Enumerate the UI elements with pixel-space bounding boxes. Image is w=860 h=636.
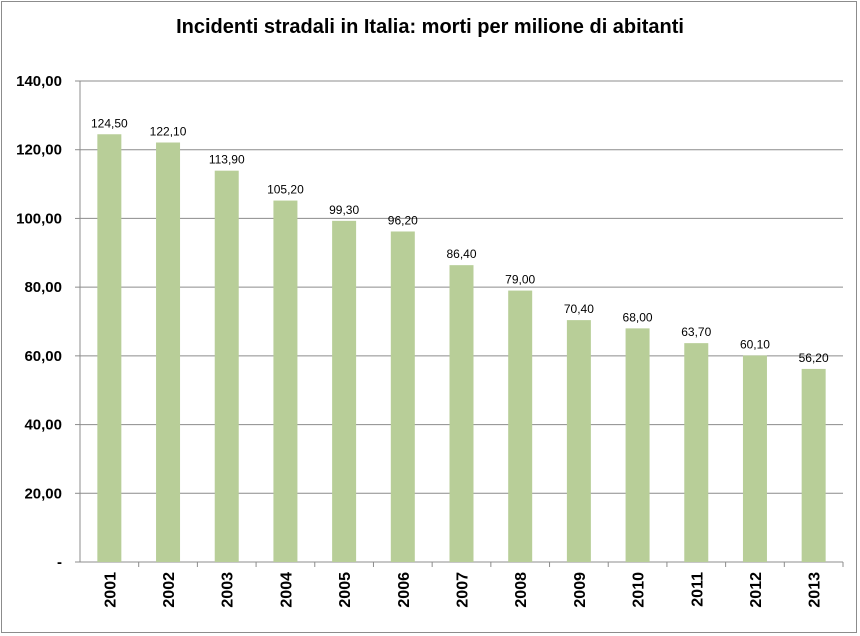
data-label: 56,20 bbox=[799, 351, 829, 365]
bar bbox=[390, 231, 415, 562]
data-label: 99,30 bbox=[329, 203, 359, 217]
x-tick-label: 2006 bbox=[396, 572, 413, 608]
x-tick-label: 2005 bbox=[337, 572, 354, 608]
data-label: 63,70 bbox=[681, 325, 711, 339]
bar bbox=[566, 320, 591, 562]
bar bbox=[508, 290, 533, 562]
bar bbox=[801, 368, 826, 562]
x-tick-label: 2011 bbox=[689, 572, 706, 607]
data-label: 86,40 bbox=[446, 247, 476, 261]
x-tick-label: 2004 bbox=[278, 572, 295, 608]
bar bbox=[684, 343, 709, 562]
y-tick-label: 100,00 bbox=[16, 210, 62, 227]
data-label: 113,90 bbox=[209, 153, 245, 167]
data-label: 79,00 bbox=[505, 273, 535, 287]
data-label: 68,00 bbox=[623, 310, 653, 324]
x-tick-label: 2003 bbox=[220, 572, 237, 608]
x-tick-label: 2008 bbox=[513, 572, 530, 608]
bar bbox=[332, 220, 357, 563]
bar bbox=[97, 134, 122, 562]
chart-title: Incidenti stradali in Italia: morti per … bbox=[176, 16, 684, 38]
y-tick-label: 80,00 bbox=[24, 279, 62, 296]
bar bbox=[742, 355, 767, 562]
y-tick-label: 60,00 bbox=[24, 348, 62, 365]
data-label: 60,10 bbox=[740, 338, 770, 352]
bar bbox=[625, 328, 650, 562]
data-label: 122,10 bbox=[150, 124, 187, 138]
data-label: 124,50 bbox=[91, 116, 128, 130]
data-label: 70,40 bbox=[564, 302, 594, 316]
y-tick-label: 140,00 bbox=[16, 73, 62, 90]
y-tick-label: 40,00 bbox=[24, 417, 62, 434]
y-tick-label: 20,00 bbox=[24, 485, 62, 502]
data-label: 105,20 bbox=[267, 183, 304, 197]
x-tick-label: 2009 bbox=[572, 572, 589, 608]
bar bbox=[449, 265, 474, 562]
x-tick-label: 2001 bbox=[102, 572, 119, 608]
y-tick-label: - bbox=[57, 554, 62, 571]
bar bbox=[156, 142, 181, 563]
data-label: 96,20 bbox=[388, 213, 418, 227]
x-tick-label: 2010 bbox=[631, 572, 648, 608]
x-tick-label: 2007 bbox=[455, 572, 472, 608]
bar bbox=[273, 200, 298, 562]
x-tick-label: 2013 bbox=[807, 572, 824, 608]
y-tick-label: 120,00 bbox=[16, 142, 62, 159]
x-tick-label: 2012 bbox=[748, 572, 765, 608]
bar bbox=[214, 170, 239, 562]
x-tick-label: 2002 bbox=[161, 572, 178, 608]
